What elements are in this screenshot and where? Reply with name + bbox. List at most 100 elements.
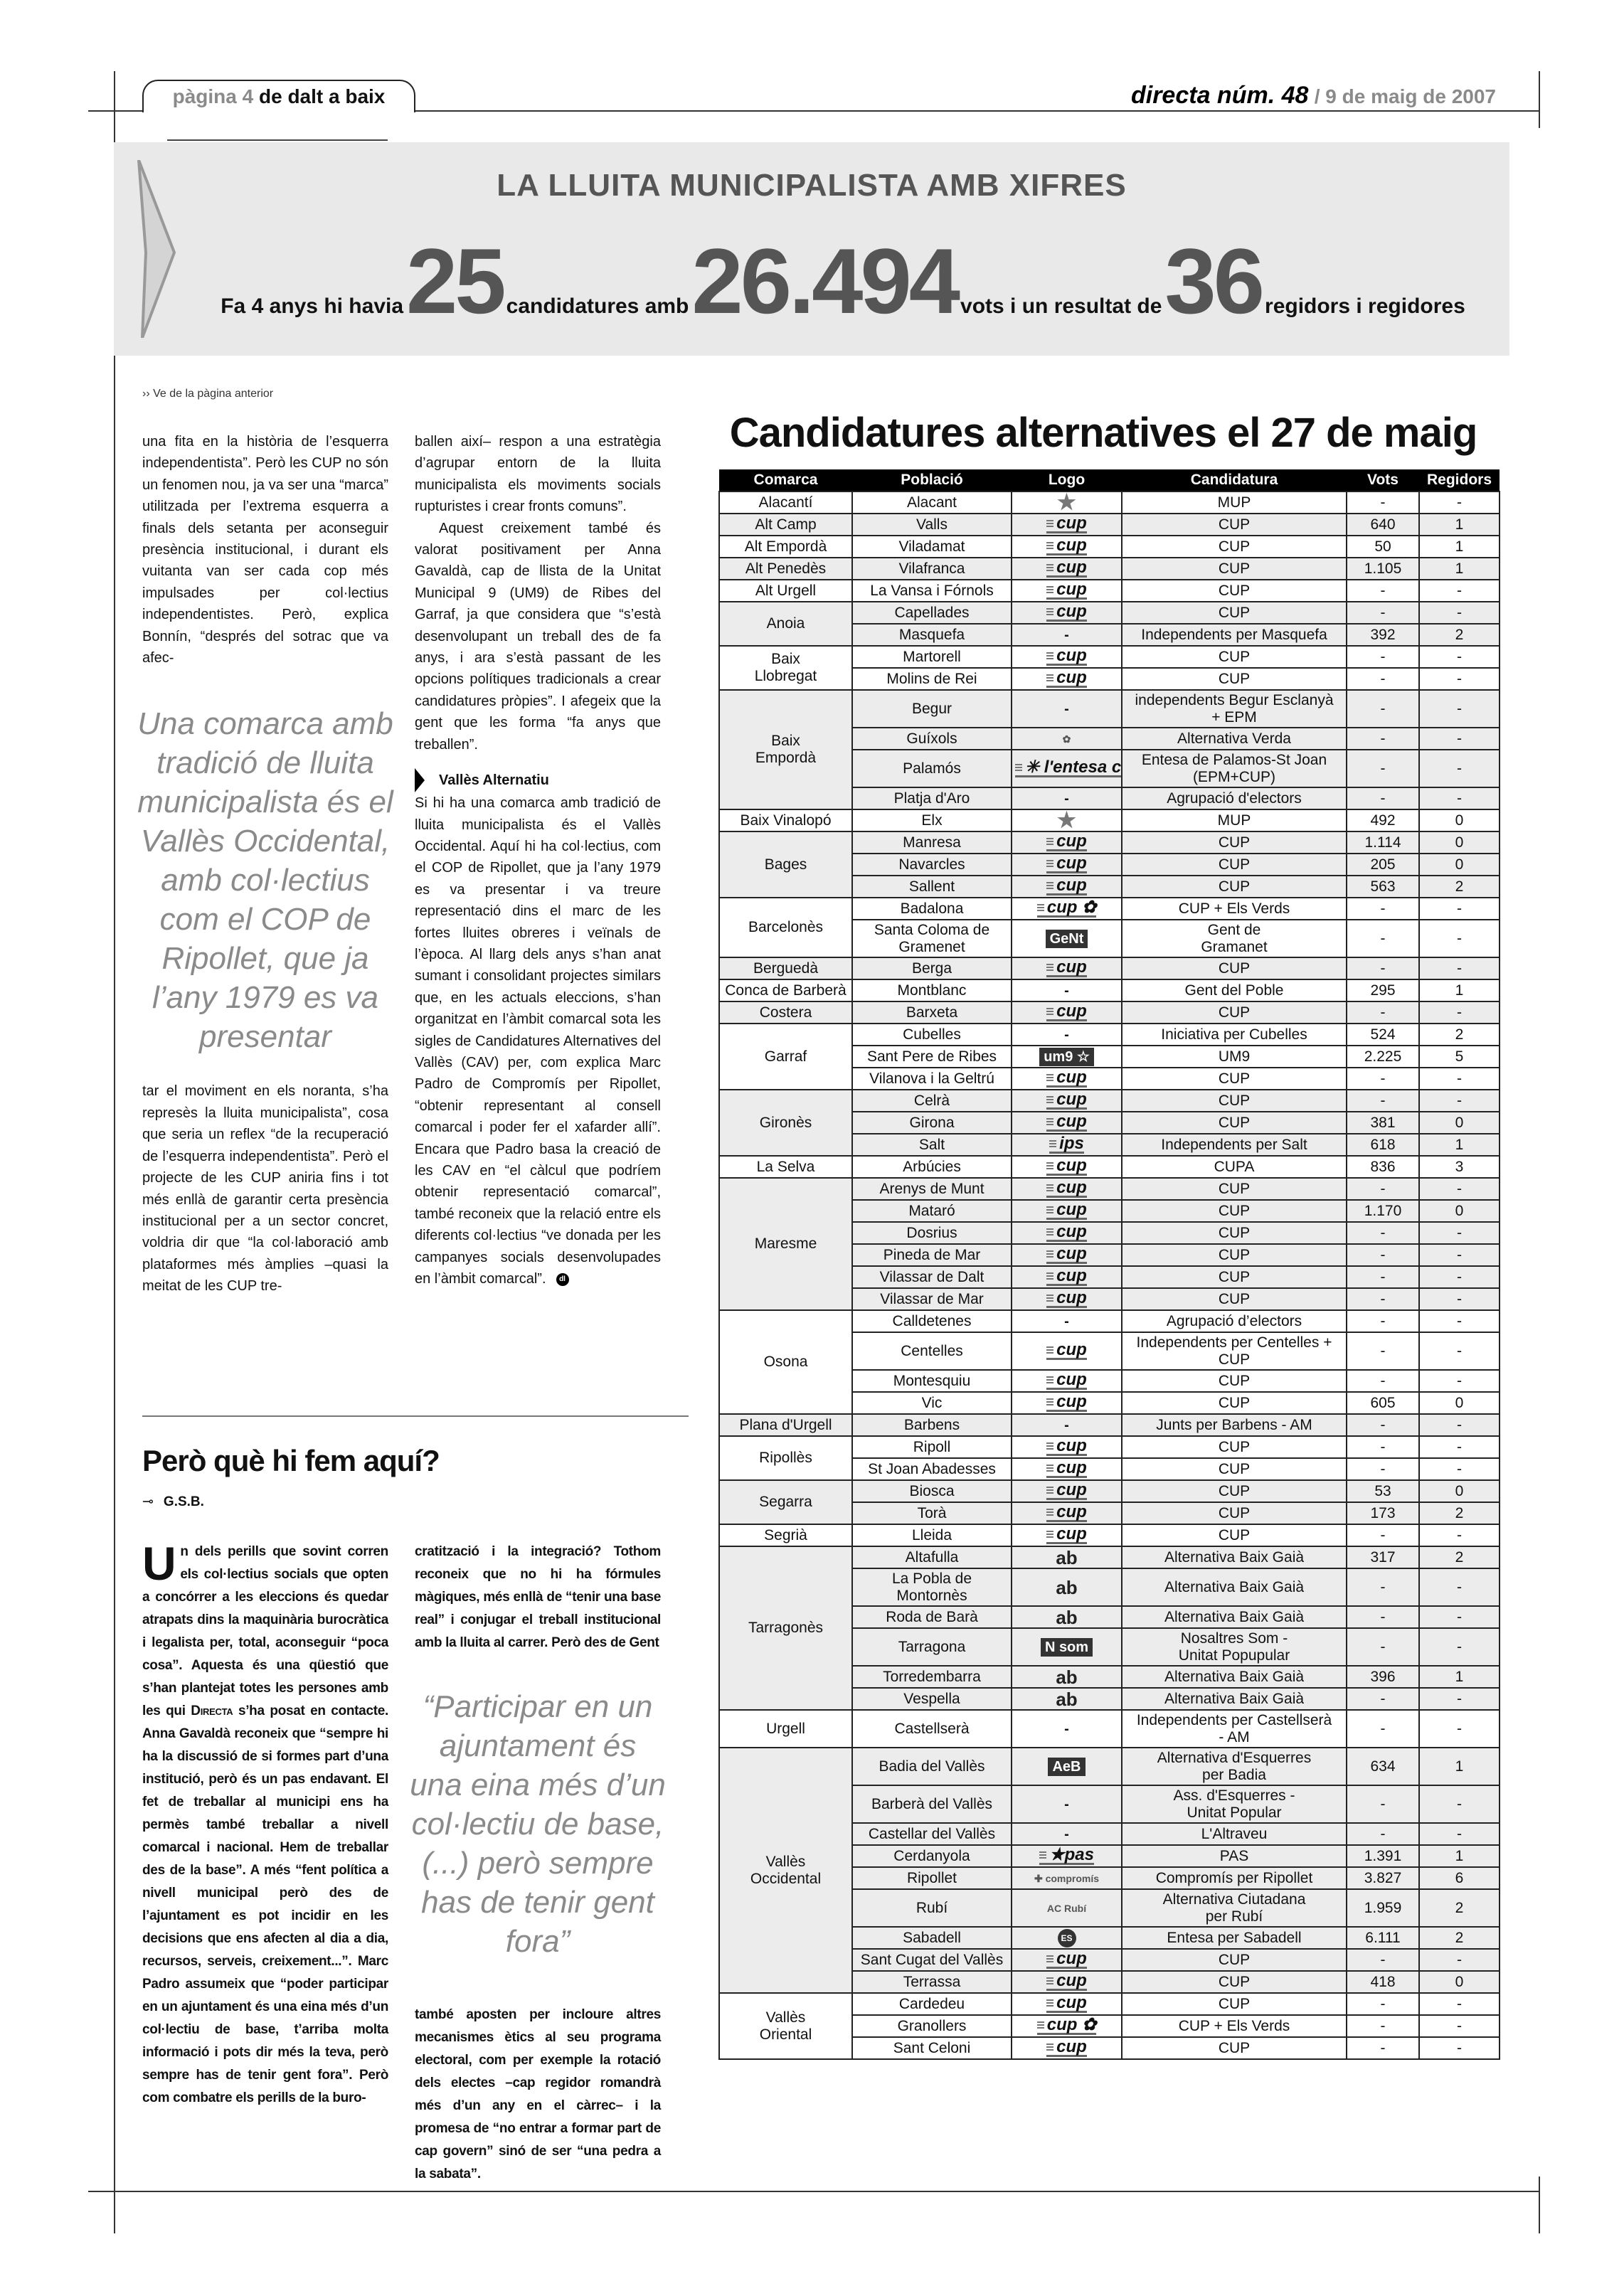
byline: ⊸ G.S.B. xyxy=(142,1494,204,1510)
cell-regidors: 1 xyxy=(1418,1844,1500,1868)
cell-poblacio: Sallent xyxy=(851,875,1012,898)
cell-logo: cup xyxy=(1011,1992,1123,2016)
column-header[interactable]: Regidors xyxy=(1419,469,1500,491)
table-row: Baix Vinalopó Elx ★ MUP 492 0 xyxy=(718,809,1500,832)
cell-vots: 50 xyxy=(1346,535,1420,558)
publication-issue: directa núm. 48 xyxy=(1130,82,1309,109)
cell-poblacio: Palamós xyxy=(851,749,1012,788)
cell-candidatura: CUP xyxy=(1121,2036,1347,2060)
cell-comarca: Bages xyxy=(718,831,853,898)
table-row: Alacantí Alacant ★ MUP - - xyxy=(718,491,1500,514)
cell-logo: cup xyxy=(1011,601,1123,625)
table-row: Sant Celoni cup CUP - - xyxy=(719,2036,1500,2060)
cell-candidatura: Independents per Centelles + CUP xyxy=(1121,1332,1347,1371)
divider xyxy=(167,139,388,141)
cell-regidors: - xyxy=(1418,1948,1500,1972)
cell-regidors: 1 xyxy=(1418,535,1500,558)
ab-logo-icon: ab xyxy=(1056,1666,1078,1688)
cell-vots: 53 xyxy=(1346,1479,1420,1503)
cell-regidors: - xyxy=(1418,1221,1500,1245)
cell-regidors: 2 xyxy=(1418,1888,1500,1928)
cell-candidatura: Iniciativa per Cubelles xyxy=(1121,1023,1347,1046)
cell-regidors: - xyxy=(1418,1177,1500,1201)
article1-col1: una fita en la història de l’esquerra in… xyxy=(137,431,393,1297)
column-header[interactable]: Vots xyxy=(1347,469,1419,491)
cell-comarca: Alt Camp xyxy=(718,513,853,536)
arrow-chevron-icon xyxy=(137,160,176,338)
cell-logo: GeNt xyxy=(1011,919,1123,958)
cell-vots: - xyxy=(1346,1287,1420,1311)
cell-logo: - xyxy=(1011,979,1123,1002)
cell-poblacio: Rubí xyxy=(851,1888,1012,1928)
cell-poblacio: Badia del Vallès xyxy=(851,1747,1012,1786)
cell-candidatura: CUPA xyxy=(1121,1155,1347,1179)
column-header[interactable]: Candidatura xyxy=(1122,469,1347,491)
continued-from-link[interactable]: ›› Ve de la pàgina anterior xyxy=(142,388,274,400)
table-row: Mataró cup CUP 1.170 0 xyxy=(719,1199,1500,1223)
cell-vots: - xyxy=(1346,749,1420,788)
cup-logo-icon: cup xyxy=(1046,515,1087,533)
cell-vots: 205 xyxy=(1346,853,1420,876)
cell-regidors: - xyxy=(1418,601,1500,625)
cell-logo: cup ✿ xyxy=(1011,897,1123,920)
table-row: Alt Camp Valls cup CUP 640 1 xyxy=(718,513,1500,536)
cell-logo: cup xyxy=(1011,1089,1123,1112)
cell-regidors: - xyxy=(1418,1243,1500,1267)
cell-logo: - xyxy=(1011,623,1123,647)
cell-logo: - xyxy=(1011,1709,1123,1748)
cell-logo: cup xyxy=(1011,1457,1123,1481)
paragraph-text: Si hi ha una comarca amb tradició de llu… xyxy=(415,795,661,1287)
stats-number-councillors: 36 xyxy=(1164,229,1265,333)
cell-poblacio: Vic xyxy=(851,1391,1012,1415)
cell-vots: - xyxy=(1346,1413,1420,1437)
column-header[interactable]: Població xyxy=(852,469,1012,491)
cell-vots: - xyxy=(1346,1605,1420,1629)
cup-logo-icon: cup xyxy=(1046,1223,1087,1242)
cell-logo: cup xyxy=(1011,1287,1123,1311)
cell-comarca: Costera xyxy=(718,1001,853,1024)
cell-logo: cup xyxy=(1011,1435,1123,1459)
cell-logo: - xyxy=(1011,1023,1123,1046)
cell-vots: 1.391 xyxy=(1346,1844,1420,1868)
cell-poblacio: Martorell xyxy=(851,645,1012,669)
ab-logo-icon: ab xyxy=(1056,1576,1078,1598)
cell-comarca: Baix Empordà xyxy=(718,689,853,810)
cell-poblacio: Berga xyxy=(851,957,1012,980)
paragraph: Si hi ha una comarca amb tradició de llu… xyxy=(415,792,661,1290)
cell-logo: cup xyxy=(1011,1524,1123,1547)
cup-logo-icon: cup xyxy=(1046,1994,1087,2013)
cell-logo: cup xyxy=(1011,1369,1123,1393)
article1-col2: ballen així– respon a una estratègia d’a… xyxy=(415,431,661,1290)
author: G.S.B. xyxy=(163,1494,204,1509)
ac-rubi-logo-icon: AC Rubí xyxy=(1046,1902,1087,1914)
column-header[interactable]: Comarca xyxy=(719,469,852,491)
table-row: Plana d'Urgell Barbens - Junts per Barbens … xyxy=(718,1413,1500,1437)
cell-regidors: 2 xyxy=(1418,1502,1500,1525)
cell-poblacio: Vilafranca xyxy=(851,557,1012,580)
cell-candidatura: Alternativa Ciutadana per Rubí xyxy=(1121,1888,1347,1928)
cell-candidatura: Alternativa Baix Gaià xyxy=(1121,1687,1347,1711)
table-row: Urgell Castellserà - Independents per Caste… xyxy=(718,1709,1500,1748)
table-row: Centelles cup Independents per Centelles +… xyxy=(719,1332,1500,1371)
cell-comarca: Alt Penedès xyxy=(718,557,853,580)
cell-vots: - xyxy=(1346,1067,1420,1090)
ab-logo-icon: ab xyxy=(1056,1606,1078,1628)
cell-vots: - xyxy=(1346,1332,1420,1371)
cup-logo-icon: cup xyxy=(1046,1371,1087,1390)
aeb-logo-icon: AeB xyxy=(1048,1757,1086,1776)
cell-poblacio: Platja d'Aro xyxy=(851,787,1012,810)
cell-regidors: 0 xyxy=(1418,831,1500,854)
table-row: Salt ips Independents per Salt 618 1 xyxy=(719,1133,1500,1157)
cell-regidors: - xyxy=(1418,645,1500,669)
cell-poblacio: Elx xyxy=(851,809,1012,832)
cell-candidatura: CUP xyxy=(1121,1457,1347,1481)
cell-regidors: - xyxy=(1418,2036,1500,2060)
article2-title: Però què hi fem aquí? xyxy=(142,1444,440,1477)
cell-vots: - xyxy=(1346,1524,1420,1547)
table-row: Granollers cup ✿ CUP + Els Verds - - xyxy=(719,2014,1500,2038)
cell-poblacio: Torredembarra xyxy=(851,1665,1012,1689)
cell-logo: cup xyxy=(1011,831,1123,854)
cell-comarca: Anoia xyxy=(718,601,853,647)
column-header[interactable]: Logo xyxy=(1012,469,1122,491)
cell-regidors: - xyxy=(1418,1568,1500,1607)
